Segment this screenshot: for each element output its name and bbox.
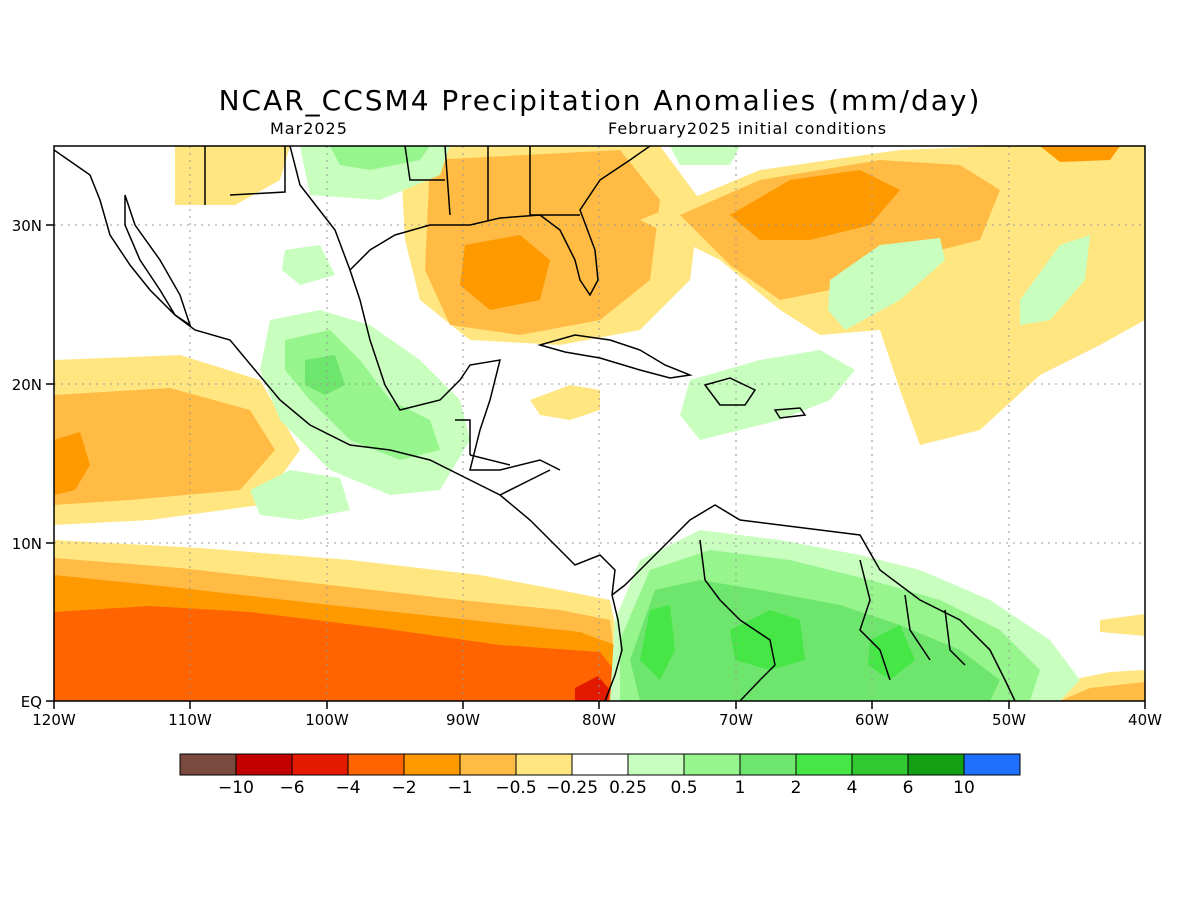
initial-conditions: February2025 initial conditions <box>608 119 888 138</box>
lat-tick-label: EQ <box>21 693 42 711</box>
south-america-west-coast <box>604 594 623 701</box>
gridlines <box>54 146 1145 701</box>
puerto-rico <box>773 407 807 419</box>
axis-ticks <box>46 224 1146 709</box>
lon-tick-label: 60W <box>855 711 889 729</box>
lon-tick-label: 40W <box>1128 711 1162 729</box>
coastlines <box>54 146 1016 701</box>
colorbar <box>179 753 1021 776</box>
colorbar-label: −10 <box>218 778 254 798</box>
lon-tick-label: 80W <box>582 711 616 729</box>
pacific-dry-strong <box>54 606 618 701</box>
atlantic-wet-north <box>670 146 740 165</box>
colorbar-label: −6 <box>279 778 304 798</box>
lon-tick-label: 50W <box>992 711 1026 729</box>
south-america-wet-strong <box>630 580 1000 701</box>
atlantic-dry-orange <box>730 170 900 240</box>
central-america-wet-light <box>250 470 350 520</box>
colorbar-swatch <box>739 753 797 776</box>
colorbar-label: 0.5 <box>670 778 697 798</box>
gulf-dry-orange <box>460 235 550 310</box>
lat-tick-label: 10N <box>12 535 42 553</box>
colorbar-swatch <box>235 753 293 776</box>
colorbar-swatch <box>683 753 741 776</box>
us-state-borders <box>204 146 580 220</box>
colorbar-label: −2 <box>391 778 416 798</box>
colorbar-swatch <box>795 753 853 776</box>
colorbar-swatch <box>515 753 573 776</box>
colorbar-swatch <box>627 753 685 776</box>
colorbar-label: −0.25 <box>546 778 598 798</box>
equatorial-atlantic-dry-east <box>1100 614 1145 636</box>
colorbar-swatch <box>459 753 517 776</box>
lon-tick-label: 100W <box>305 711 349 729</box>
lon-tick-label: 110W <box>168 711 212 729</box>
forecast-month: Mar2025 <box>270 119 348 138</box>
central-america-borders <box>455 419 551 496</box>
lat-tick-label: 30N <box>12 217 42 235</box>
colorbar-label: 10 <box>953 778 975 798</box>
pacific-dry-red <box>575 676 610 701</box>
guyana-suriname-border <box>904 594 931 661</box>
colorbar-label: 6 <box>903 778 914 798</box>
atlantic-dry-orange-ne <box>1040 146 1120 162</box>
southeast-us-wet-mid <box>330 146 430 170</box>
lon-tick-label: 90W <box>446 711 480 729</box>
colorbar-swatch <box>347 753 405 776</box>
colorbar-swatch <box>963 753 1021 776</box>
venezuela-guyana-border <box>859 559 891 681</box>
gulf-of-mexico-coast <box>289 146 561 471</box>
equatorial-atlantic-dry-mid <box>1060 682 1145 701</box>
cuba <box>537 334 693 379</box>
colorbar-label: −0.5 <box>495 778 536 798</box>
suriname-french-guiana-border <box>944 609 966 666</box>
caribbean-wet <box>680 350 855 440</box>
south-america-wet-core-west <box>640 605 675 680</box>
colorbar-label: 2 <box>791 778 802 798</box>
colorbar-label: 0.25 <box>609 778 647 798</box>
mexico-wet-core <box>305 355 345 395</box>
colombia-venezuela-border <box>699 539 776 701</box>
colorbar-label: 1 <box>735 778 746 798</box>
caribbean-dry <box>530 385 600 420</box>
north-america-pacific-coast <box>54 149 616 596</box>
colorbar-swatch <box>291 753 349 776</box>
colorbar-swatch <box>179 753 237 776</box>
hispaniola <box>703 377 757 406</box>
north-mexico-dry <box>175 146 290 205</box>
south-america-wet-core-east <box>868 625 915 680</box>
colorbar-label: −1 <box>447 778 472 798</box>
anomaly-field <box>54 146 1145 701</box>
texas-wet <box>282 245 335 285</box>
baja-california <box>124 194 192 327</box>
colorbar-label: 4 <box>847 778 858 798</box>
colorbar-label: −4 <box>335 778 360 798</box>
colorbar-swatch <box>907 753 965 776</box>
mexico-coast-dry-orange <box>54 432 90 495</box>
colorbar-swatch <box>403 753 461 776</box>
atlantic-wet-east <box>1020 235 1090 325</box>
atlantic-wet-west <box>828 238 945 330</box>
lon-tick-label: 120W <box>32 711 76 729</box>
south-america-coast <box>611 504 1016 701</box>
lon-tick-label: 70W <box>719 711 753 729</box>
us-gulf-coast <box>349 146 651 297</box>
colorbar-swatch <box>571 753 629 776</box>
colorbar-swatch <box>851 753 909 776</box>
colorbar-labels: −10 −6 −4 −2 −1 −0.5 −0.25 0.25 0.5 1 2 4 6 10 <box>218 778 975 798</box>
map-title: NCAR_CCSM4 Precipitation Anomalies (mm/d… <box>218 84 982 117</box>
mexico-coast-dry-mid <box>54 388 275 505</box>
lat-tick-label: 20N <box>12 376 42 394</box>
